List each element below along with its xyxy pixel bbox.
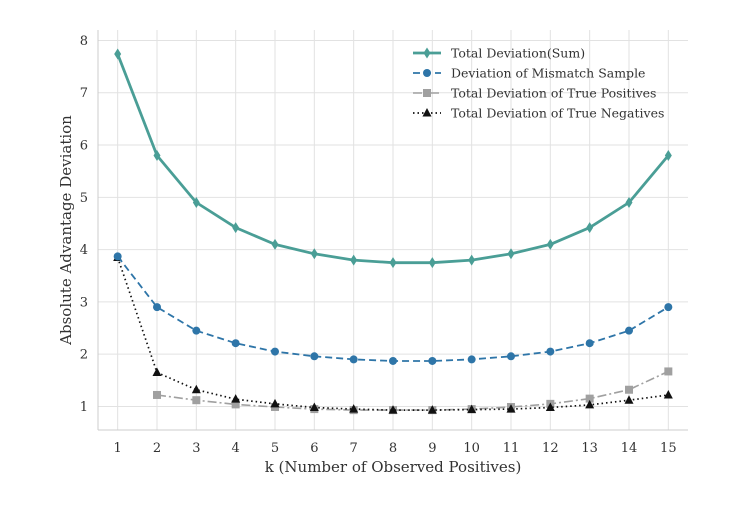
x-tick-label: 3: [192, 441, 200, 456]
data-point: [191, 384, 201, 394]
x-tick-label: 12: [542, 441, 559, 456]
y-tick-label: 2: [80, 348, 88, 363]
data-point: [625, 326, 633, 335]
data-point: [664, 303, 673, 312]
data-point: [506, 404, 516, 413]
y-tick-label: 7: [80, 86, 88, 101]
data-point: [467, 404, 477, 414]
y-tick-label: 4: [80, 243, 88, 258]
series-2: [113, 252, 673, 365]
legend-item: Total Deviation(Sum): [413, 46, 585, 61]
data-point: [153, 149, 161, 161]
legend-marker: [422, 108, 432, 117]
data-point: [585, 394, 594, 403]
x-tick-label: 15: [660, 441, 677, 456]
data-point: [663, 389, 673, 399]
data-point: [350, 254, 358, 266]
data-point: [585, 399, 595, 409]
series-1: [114, 48, 672, 269]
data-point: [507, 248, 515, 260]
data-point: [114, 48, 122, 60]
y-tick-label: 8: [80, 34, 88, 49]
data-point: [271, 238, 279, 250]
legend-marker: [423, 89, 431, 97]
data-point: [310, 248, 318, 260]
data-point: [664, 149, 672, 161]
data-point: [427, 405, 437, 414]
data-point: [586, 222, 594, 234]
data-point: [192, 197, 200, 209]
data-point: [546, 347, 555, 356]
data-point: [231, 339, 240, 348]
data-point: [232, 222, 240, 234]
x-tick-label: 1: [114, 441, 122, 456]
legend-item: Total Deviation of True Negatives: [413, 106, 664, 121]
y-tick-label: 3: [80, 295, 88, 310]
legend-marker: [423, 47, 431, 59]
data-point: [545, 402, 555, 412]
series-layer: [113, 48, 673, 415]
x-tick-label: 10: [463, 441, 480, 456]
y-tick-label: 5: [80, 191, 88, 206]
y-axis-title: Absolute Advantage Deviation: [57, 115, 75, 346]
data-point: [507, 352, 515, 361]
data-point: [664, 367, 673, 376]
data-point: [310, 352, 319, 361]
data-point: [389, 356, 397, 365]
data-point: [231, 394, 241, 403]
data-point: [113, 252, 122, 261]
x-tick-label: 5: [271, 441, 279, 456]
data-point: [309, 402, 319, 412]
data-point: [624, 395, 634, 404]
data-point: [270, 398, 280, 408]
data-point: [231, 400, 240, 409]
legend-label: Total Deviation(Sum): [451, 46, 585, 61]
y-tick-label: 1: [80, 400, 88, 415]
data-point: [349, 404, 359, 413]
data-point: [349, 355, 358, 364]
x-tick-label: 14: [621, 441, 638, 456]
data-point: [625, 385, 633, 394]
legend-item: Deviation of Mismatch Sample: [413, 66, 645, 81]
legend: Total Deviation(Sum) Deviation of Mismatc…: [413, 46, 664, 121]
series-line: [156, 370, 669, 411]
data-point: [389, 257, 397, 269]
x-tick-label: 8: [389, 441, 397, 456]
data-point: [467, 355, 476, 364]
x-tick-label: 13: [581, 441, 598, 456]
x-tick-label: 11: [503, 441, 520, 456]
legend-label: Total Deviation of True Negatives: [451, 106, 664, 121]
data-point: [271, 347, 279, 356]
x-axis-title: k (Number of Observed Positives): [265, 458, 522, 476]
x-tick-label: 2: [153, 441, 161, 456]
data-point: [625, 197, 633, 209]
data-point: [388, 405, 398, 414]
legend-item: Total Deviation of True Positives: [413, 86, 656, 101]
x-tick-label: 6: [310, 441, 318, 456]
data-point: [546, 238, 554, 250]
legend-marker: [423, 69, 431, 77]
data-point: [192, 396, 201, 405]
data-point: [585, 339, 594, 348]
data-point: [192, 326, 201, 335]
legend-label: Total Deviation of True Positives: [451, 86, 656, 101]
y-tick-label: 6: [80, 139, 88, 154]
x-tick-label: 9: [428, 441, 436, 456]
x-tick-label: 7: [350, 441, 358, 456]
x-tick-label: 4: [232, 441, 240, 456]
data-point: [153, 390, 161, 399]
data-point: [428, 356, 437, 365]
legend-label: Deviation of Mismatch Sample: [451, 66, 645, 81]
data-point: [153, 303, 161, 312]
data-point: [428, 257, 436, 269]
data-point: [468, 254, 476, 266]
data-point: [152, 367, 162, 376]
